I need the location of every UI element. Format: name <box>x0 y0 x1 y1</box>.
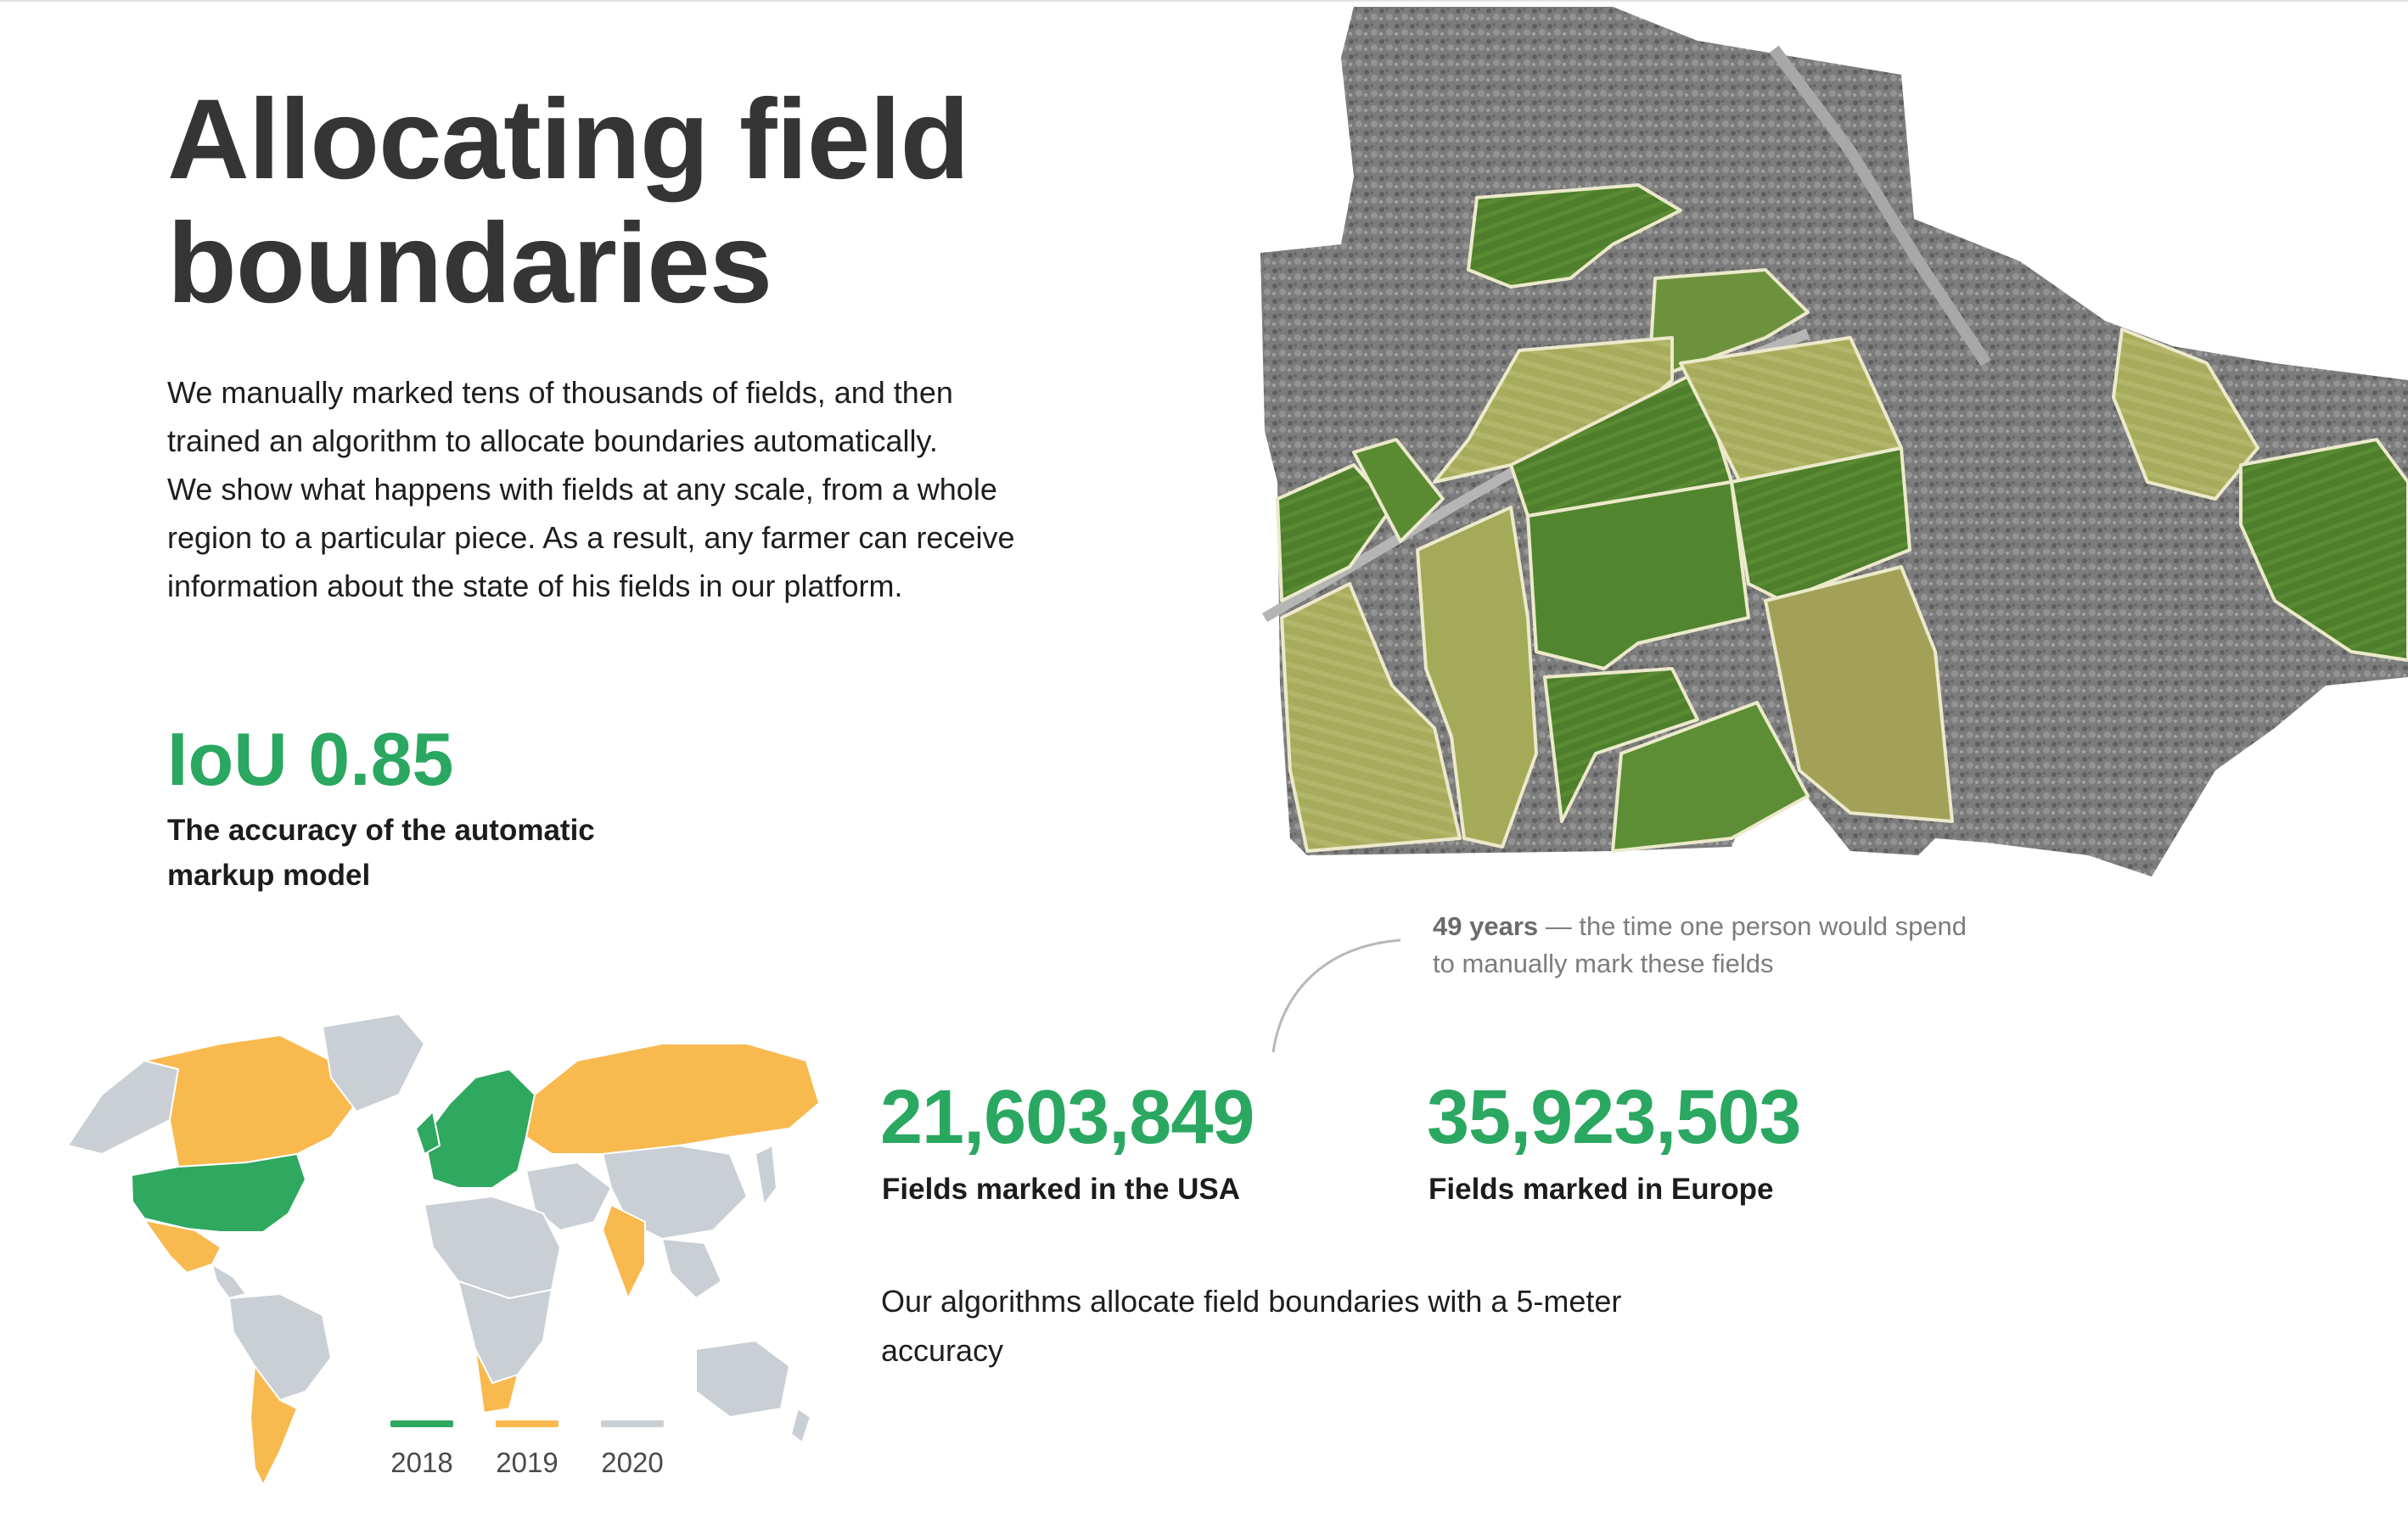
callout-text: — the time one person would spend <box>1538 911 1967 941</box>
page-title: Allocating field boundaries <box>167 78 1118 326</box>
region-usa <box>131 1153 306 1233</box>
intro-line: information about the state of his field… <box>167 569 903 603</box>
region-uk <box>415 1111 441 1155</box>
field-parcel <box>1764 565 1954 823</box>
accuracy-note-line: accuracy <box>881 1333 1004 1368</box>
callout-text: to manually mark these fields <box>1433 949 1774 978</box>
iou-caption-line: The accuracy of the automatic <box>167 814 595 847</box>
field-parcel <box>1416 506 1538 849</box>
region-canada <box>143 1034 357 1168</box>
region-australia <box>695 1340 790 1418</box>
field-parcel <box>1280 582 1462 853</box>
region-southeast-asia <box>661 1238 722 1299</box>
legend-swatch <box>390 1420 453 1427</box>
time-callout: 49 years — the time one person would spe… <box>1433 908 2078 983</box>
satellite-fields-image <box>1260 7 2408 877</box>
region-middle-east <box>525 1162 612 1231</box>
intro-line: We manually marked tens of thousands of … <box>167 375 953 410</box>
intro-line: region to a particular piece. As a resul… <box>167 520 1015 555</box>
region-south-america-north <box>228 1293 332 1401</box>
field-parcel <box>2239 438 2408 662</box>
world-coverage-map <box>67 1013 820 1485</box>
region-africa-south <box>457 1280 553 1384</box>
accuracy-note: Our algorithms allocate field boundaries… <box>881 1277 1747 1375</box>
field-parcel <box>1276 463 1394 602</box>
field-parcel <box>1611 701 1810 853</box>
legend-swatch <box>496 1420 558 1427</box>
region-japan <box>755 1145 777 1206</box>
legend-item-2019: 2019 <box>491 1420 563 1480</box>
intro-paragraph: We manually marked tens of thousands of … <box>167 368 1118 610</box>
region-central-america <box>211 1263 247 1299</box>
europe-fields-label: Fields marked in Europe <box>1429 1173 1774 1206</box>
road <box>1769 45 1991 367</box>
region-south-africa <box>474 1348 519 1414</box>
region-new-zealand <box>790 1408 811 1443</box>
iou-caption-line: markup model <box>167 859 371 892</box>
region-greenland <box>322 1013 425 1112</box>
field-parcel <box>1467 183 1682 288</box>
europe-fields-value: 35,923,503 <box>1427 1075 1801 1160</box>
field-parcel <box>1543 667 1699 823</box>
iou-metric-caption: The accuracy of the automatic markup mod… <box>167 808 676 898</box>
legend-item-2018: 2018 <box>386 1420 457 1480</box>
region-russia <box>525 1043 820 1155</box>
usa-fields-label: Fields marked in the USA <box>882 1173 1241 1206</box>
intro-line: We show what happens with fields at any … <box>167 472 997 507</box>
iou-metric-value: IoU 0.85 <box>167 717 454 801</box>
legend-label: 2020 <box>601 1447 664 1478</box>
page-title-text: Allocating field boundaries <box>167 76 969 327</box>
region-china <box>602 1145 748 1240</box>
legend-label: 2018 <box>390 1447 453 1478</box>
top-divider <box>0 0 2408 2</box>
usa-fields-value: 21,603,849 <box>880 1075 1255 1160</box>
field-parcel <box>2112 328 2259 501</box>
field-parcel <box>1352 438 1445 543</box>
region-europe-west <box>424 1068 536 1189</box>
legend-label: 2019 <box>496 1447 558 1478</box>
region-africa-north <box>424 1196 561 1299</box>
accuracy-note-line: Our algorithms allocate field boundaries… <box>881 1284 1622 1319</box>
region-south-america-south <box>250 1365 298 1485</box>
callout-connector <box>1271 938 1401 1053</box>
callout-highlight: 49 years <box>1433 911 1539 941</box>
region-india <box>602 1204 646 1299</box>
legend-item-2020: 2020 <box>597 1420 668 1480</box>
region-alaska <box>67 1060 179 1155</box>
field-parcel <box>1730 446 1911 602</box>
intro-line: trained an algorithm to allocate boundar… <box>167 423 938 458</box>
map-legend: 2018 2019 2020 <box>386 1420 668 1480</box>
legend-swatch <box>601 1420 664 1427</box>
